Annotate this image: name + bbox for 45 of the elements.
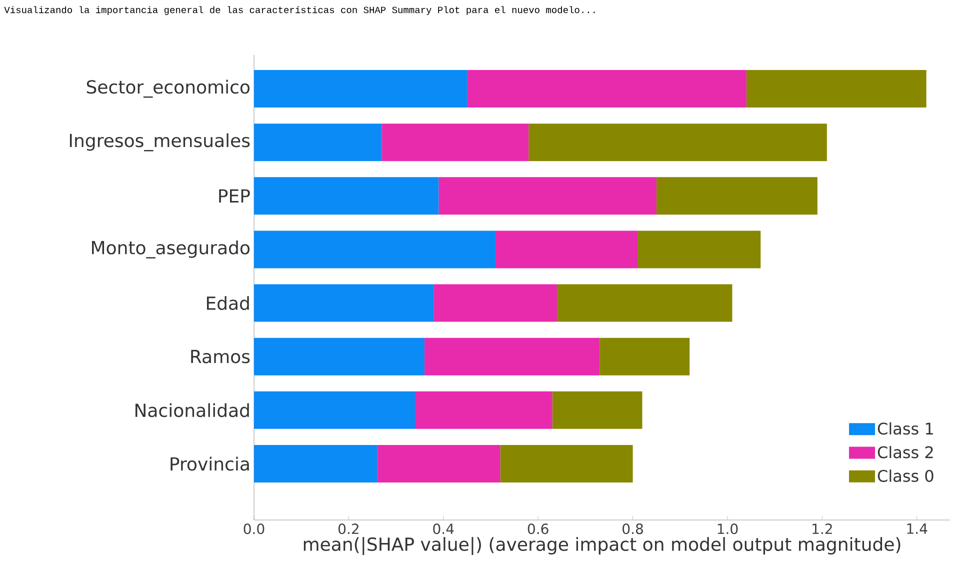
x-tick-label: 0.0	[244, 524, 264, 534]
bar	[495, 230, 638, 268]
bar	[438, 177, 656, 215]
legend-label: Class 0	[878, 470, 934, 482]
bar	[656, 177, 818, 215]
bar	[638, 230, 761, 268]
y-tick-label: Nacionalidad	[136, 403, 249, 418]
bar	[254, 338, 424, 376]
x-tick-label: 0.2	[338, 524, 358, 534]
x-axis-title: mean(|SHAP value|) (average impact on model output magnitude)	[304, 536, 900, 555]
y-tick-label: Sector_economico	[86, 80, 250, 98]
bar	[254, 445, 378, 483]
y-tick-label: Ramos	[191, 350, 250, 364]
y-tick-label: Edad	[206, 296, 249, 310]
bar	[746, 70, 926, 108]
x-tick-label: 0.8	[622, 524, 643, 534]
y-tick-label: PEP	[219, 189, 250, 202]
bar	[600, 338, 690, 376]
x-tick-label: 0.4	[433, 524, 454, 534]
bar	[414, 391, 552, 429]
legend-label: Class 1	[878, 422, 933, 435]
bar	[467, 70, 746, 108]
bar	[552, 391, 642, 429]
bar	[254, 177, 439, 215]
bar	[254, 230, 496, 268]
bar	[254, 124, 382, 162]
x-tick-label: 0.6	[528, 524, 548, 534]
bar	[377, 445, 500, 483]
bar	[382, 124, 529, 162]
bar	[434, 284, 558, 322]
legend-label: Class 2	[878, 446, 933, 458]
y-tick-label: Provincia	[170, 456, 249, 471]
x-tick-label: 1.0	[718, 524, 738, 534]
bar	[254, 391, 415, 429]
bar	[528, 124, 827, 162]
y-tick-label: Ingresos_mensuales	[70, 133, 250, 152]
bar	[254, 284, 434, 322]
bar	[500, 445, 633, 483]
bar	[424, 338, 600, 376]
y-tick-label: Monto_asegurado	[92, 240, 250, 258]
chart-title: Visualizando la importancia general de las características con SHAP Summary Plot para el nuevo modelo...	[4, 6, 595, 16]
x-tick-label: 1.2	[812, 524, 832, 534]
x-tick-label: 1.4	[907, 524, 928, 534]
bar	[557, 284, 732, 322]
bar	[254, 70, 468, 108]
